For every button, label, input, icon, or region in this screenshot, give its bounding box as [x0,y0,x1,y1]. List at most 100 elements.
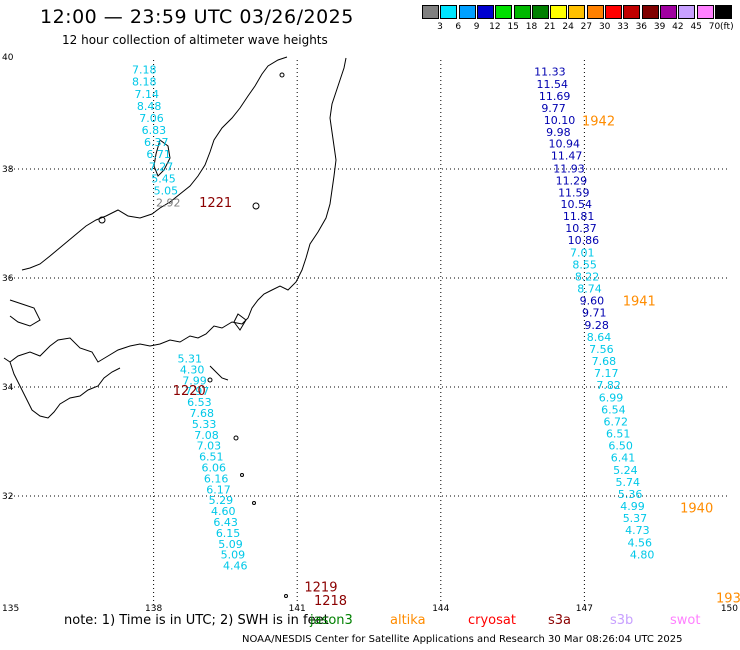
swh-value: 8.18 [132,76,157,89]
legend-swatch [641,5,659,19]
swh-value: 11.59 [558,186,590,199]
swh-value: 11.29 [556,174,588,187]
swh-value: 9.60 [580,295,605,308]
lon-tick-label: 147 [576,604,593,614]
satellite-jason3: jason3 [310,613,353,628]
lat-tick-label: 32 [2,492,13,502]
swh-value: 7.56 [589,343,614,356]
pass-label-1220: 1220 [173,384,206,399]
legend-swatch [550,5,568,19]
swh-value: 11.47 [551,150,583,163]
legend-swatch [495,5,513,19]
legend-label: 27 [580,22,593,32]
legend-label: 6 [455,22,462,32]
legend-label: 18 [525,22,538,32]
swh-value: 7.27 [149,161,174,174]
satellite-altika: altika [390,613,426,628]
legend-swatch [568,5,586,19]
coastline-honshu [9,56,347,381]
swh-value: 7.17 [594,367,619,380]
lat-tick-label: 38 [2,165,14,175]
swh-value: 7.03 [197,440,222,453]
legend-swatch [605,5,622,19]
swh-value: 7.08 [194,429,219,442]
swh-value: 6.72 [604,416,629,429]
legend-swatch [714,5,732,19]
swh-value: 7.82 [596,379,621,392]
island-oki [279,72,285,78]
altimeter-tracks: 7.188.187.148.487.066.836.376.717.275.45… [132,64,654,573]
swh-value: 4.60 [211,505,236,518]
swh-value: 5.29 [209,494,234,507]
color-legend: 3 6 9 12 15 18 21 24 27 30 33 36 39 42 45 70 (ft) [422,5,734,37]
swh-value: 11.69 [539,90,571,103]
swh-value: 9.98 [546,126,571,139]
swh-value: 5.24 [613,464,638,477]
swh-value: 9.28 [584,319,609,332]
legend-label: 70 [708,22,721,32]
lat-lon-grid [10,60,728,605]
coastline-bay [233,313,247,331]
legend-label: 9 [473,22,480,32]
island-izu-5 [284,594,288,598]
footnote: note: 1) Time is in UTC; 2) SWH is in fe… [64,613,329,628]
swh-value: 9.77 [541,102,566,115]
swh-value: 4.30 [180,363,205,376]
swh-value: 7.14 [134,88,159,101]
swh-value: 11.33 [534,65,566,78]
track-1221: 7.188.187.148.487.066.836.376.717.275.45… [132,64,180,210]
legend-swatch [531,5,549,19]
swh-value: 10.94 [549,138,581,151]
swh-value: 7.01 [570,247,595,260]
legend-swatch [476,5,494,19]
legend-label: 15 [507,22,519,32]
legend-swatch [458,5,476,19]
legend-label: 33 [617,22,629,32]
swh-value: 11.93 [553,162,585,175]
legend-label: 36 [635,22,648,32]
swh-value: 8.64 [587,331,612,344]
track-1220: 5.314.307.997.976.537.685.337.087.036.51… [178,352,248,572]
swh-value: 11.54 [537,78,569,91]
swh-value: 2.92 [156,197,181,210]
swh-value: 5.36 [618,488,643,501]
coastline [3,56,347,598]
island-noto [98,216,106,224]
swh-value: 8.48 [137,100,162,113]
lat-tick-label: 34 [2,383,14,393]
legend-swatch [513,5,531,19]
swh-value: 10.86 [568,234,600,247]
pass-label-1941: 1941 [623,294,656,309]
page-subtitle: 12 hour collection of altimeter wave hei… [62,33,328,47]
swh-value: 7.06 [139,112,164,125]
pass-label-1940: 1940 [680,501,713,516]
lon-tick-label: 141 [289,604,306,614]
lon-tick-label: 138 [145,604,162,614]
lon-tick-label: 144 [432,604,449,614]
legend-label: 12 [489,22,501,32]
lon-tick-label: 150 [721,604,738,614]
island-izu-4 [252,501,256,505]
legend-label: 39 [653,22,666,32]
credit-line: NOAA/NESDIS Center for Satellite Applica… [242,634,683,645]
pass-label-1942: 1942 [582,114,615,129]
swh-value: 6.15 [216,527,241,540]
swh-value: 10.10 [544,114,576,127]
swh-value: 6.43 [213,516,238,529]
swh-value: 6.83 [142,124,167,137]
swh-value: 5.09 [221,549,246,562]
legend-label: 45 [690,22,702,32]
satellite-s3a: s3a [548,613,572,628]
legend-swatch [422,5,439,19]
swh-value: 10.37 [565,222,597,235]
swh-value: 6.16 [204,472,229,485]
swh-value: 4.46 [223,560,248,573]
axis-labels: 135 138 141 144 147 150 40 38 36 34 32 [2,53,738,614]
legend-unit: (ft) [720,22,734,32]
swh-value: 6.99 [599,392,624,405]
lon-tick-label: 135 [2,604,19,614]
pass-label-193: 193 [716,591,740,606]
swh-value: 6.17 [206,483,231,496]
